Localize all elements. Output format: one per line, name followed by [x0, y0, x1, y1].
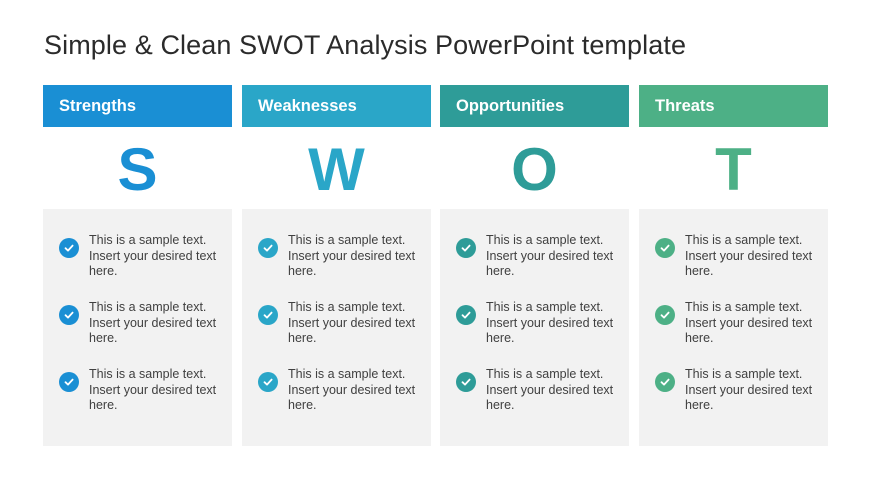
swot-column-threats: Threats T This is a sample text. Insert …: [639, 85, 828, 446]
item-text: This is a sample text. Insert your desir…: [89, 367, 217, 412]
list-item: This is a sample text. Insert your desir…: [639, 233, 828, 300]
item-text: This is a sample text. Insert your desir…: [685, 233, 813, 278]
item-text: This is a sample text. Insert your desir…: [89, 300, 217, 345]
list-item: This is a sample text. Insert your desir…: [440, 300, 629, 367]
check-circle-icon: [655, 238, 675, 258]
column-panel: This is a sample text. Insert your desir…: [43, 209, 232, 446]
item-text: This is a sample text. Insert your desir…: [288, 367, 416, 412]
column-header: Opportunities: [440, 85, 629, 127]
list-item: This is a sample text. Insert your desir…: [242, 367, 431, 434]
check-circle-icon: [59, 372, 79, 392]
column-letter: O: [511, 136, 558, 203]
check-circle-icon: [258, 372, 278, 392]
column-letter: W: [308, 136, 365, 203]
check-circle-icon: [456, 372, 476, 392]
column-panel: This is a sample text. Insert your desir…: [242, 209, 431, 446]
item-text: This is a sample text. Insert your desir…: [486, 233, 614, 278]
swot-column-weaknesses: Weaknesses W This is a sample text. Inse…: [242, 85, 431, 446]
list-item: This is a sample text. Insert your desir…: [43, 367, 232, 434]
list-item: This is a sample text. Insert your desir…: [639, 367, 828, 434]
column-panel: This is a sample text. Insert your desir…: [440, 209, 629, 446]
column-header-label: Weaknesses: [258, 96, 357, 115]
column-header-label: Opportunities: [456, 96, 565, 115]
list-item: This is a sample text. Insert your desir…: [43, 300, 232, 367]
item-text: This is a sample text. Insert your desir…: [89, 233, 217, 278]
column-header: Weaknesses: [242, 85, 431, 127]
check-circle-icon: [258, 238, 278, 258]
check-circle-icon: [456, 238, 476, 258]
list-item: This is a sample text. Insert your desir…: [440, 367, 629, 434]
item-text: This is a sample text. Insert your desir…: [486, 300, 614, 345]
list-item: This is a sample text. Insert your desir…: [639, 300, 828, 367]
column-letter: T: [715, 136, 752, 203]
item-text: This is a sample text. Insert your desir…: [685, 367, 813, 412]
check-circle-icon: [59, 305, 79, 325]
column-header-label: Threats: [655, 96, 715, 115]
check-circle-icon: [59, 238, 79, 258]
item-text: This is a sample text. Insert your desir…: [288, 300, 416, 345]
check-circle-icon: [456, 305, 476, 325]
check-circle-icon: [258, 305, 278, 325]
column-letter: S: [117, 136, 158, 203]
item-text: This is a sample text. Insert your desir…: [288, 233, 416, 278]
swot-column-strengths: Strengths S This is a sample text. Inser…: [43, 85, 232, 446]
check-circle-icon: [655, 305, 675, 325]
column-header: Strengths: [43, 85, 232, 127]
column-header-label: Strengths: [59, 96, 137, 115]
column-panel: This is a sample text. Insert your desir…: [639, 209, 828, 446]
item-text: This is a sample text. Insert your desir…: [685, 300, 813, 345]
swot-column-opportunities: Opportunities O This is a sample text. I…: [440, 85, 629, 446]
column-header: Threats: [639, 85, 828, 127]
list-item: This is a sample text. Insert your desir…: [242, 233, 431, 300]
list-item: This is a sample text. Insert your desir…: [440, 233, 629, 300]
item-text: This is a sample text. Insert your desir…: [486, 367, 614, 412]
list-item: This is a sample text. Insert your desir…: [242, 300, 431, 367]
list-item: This is a sample text. Insert your desir…: [43, 233, 232, 300]
slide-title: Simple & Clean SWOT Analysis PowerPoint …: [44, 30, 687, 60]
check-circle-icon: [655, 372, 675, 392]
